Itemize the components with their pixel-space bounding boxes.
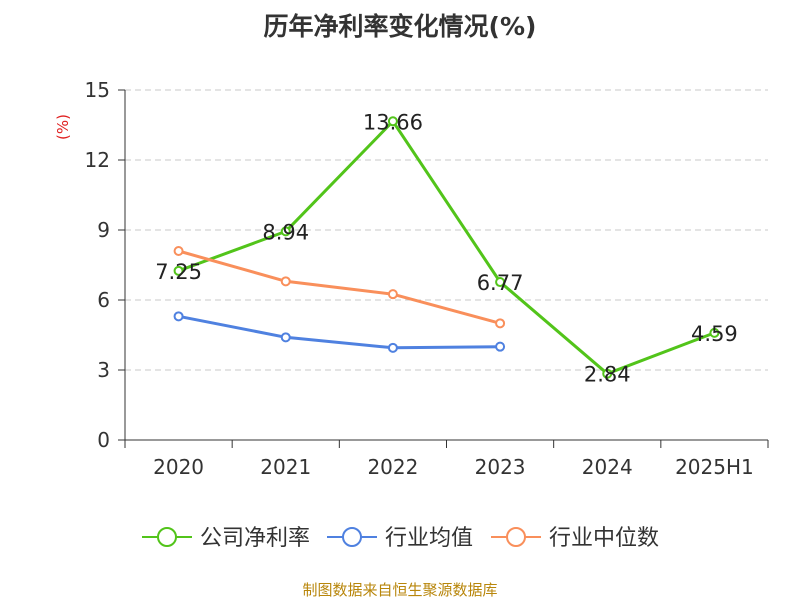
data-labels: 7.25 8.94 13.66 6.77 2.84 4.59	[155, 110, 738, 386]
data-point	[495, 277, 506, 288]
data-label: 6.77	[477, 271, 524, 295]
data-label: 13.66	[363, 110, 423, 134]
y-tick-label: 0	[97, 428, 110, 452]
data-label: 8.94	[262, 220, 309, 244]
data-point	[709, 327, 720, 338]
gridlines	[125, 89, 768, 371]
data-point	[495, 318, 506, 329]
y-axis-label: (%)	[54, 114, 72, 140]
data-point	[280, 332, 291, 343]
legend-marker	[157, 527, 177, 547]
legend-label: 行业中位数	[549, 526, 659, 551]
data-label: 7.25	[155, 260, 202, 284]
x-tick-label: 2020	[153, 455, 204, 479]
data-label: 2.84	[584, 363, 631, 387]
x-tick-label: 2023	[475, 455, 526, 479]
legend-marker	[342, 527, 362, 547]
data-point	[387, 116, 398, 127]
y-tick-label: 3	[97, 358, 110, 382]
source-note: 制图数据来自恒生聚源数据库	[302, 581, 498, 599]
data-point	[495, 341, 506, 352]
legend-marker	[506, 527, 526, 547]
legend-item: 行业中位数	[491, 526, 659, 551]
series-line	[178, 314, 501, 350]
data-point	[173, 311, 184, 322]
y-tick-label: 12	[85, 148, 110, 172]
x-tick-label: 2024	[582, 455, 633, 479]
data-point	[387, 289, 398, 300]
data-label: 4.59	[691, 322, 738, 346]
legend: 公司净利率 行业均值 行业中位数	[142, 526, 659, 551]
y-tick-label: 9	[97, 218, 110, 242]
data-point	[387, 342, 398, 353]
legend-label: 公司净利率	[200, 526, 310, 551]
legend-item: 行业均值	[327, 526, 473, 551]
data-point	[280, 226, 291, 237]
data-point	[173, 265, 184, 276]
series-line	[178, 119, 715, 376]
data-point	[173, 246, 184, 256]
x-tick-label: 2022	[367, 455, 418, 479]
x-tick-label: 2025H1	[675, 455, 754, 479]
y-tick-label: 6	[97, 288, 110, 312]
series-line	[178, 249, 501, 325]
x-tick-label: 2021	[260, 455, 311, 479]
data-point	[602, 368, 613, 379]
series-layer	[173, 116, 720, 379]
axes: 0 3 6 9 12 15 (%) 2020 2021 2022 2023 2024 2025H1	[54, 78, 769, 479]
legend-item: 公司净利率	[142, 526, 310, 551]
legend-label: 行业均值	[385, 526, 473, 551]
data-point	[280, 276, 291, 287]
y-tick-label: 15	[85, 78, 110, 102]
chart-title: 历年净利率变化情况(%)	[263, 12, 537, 41]
